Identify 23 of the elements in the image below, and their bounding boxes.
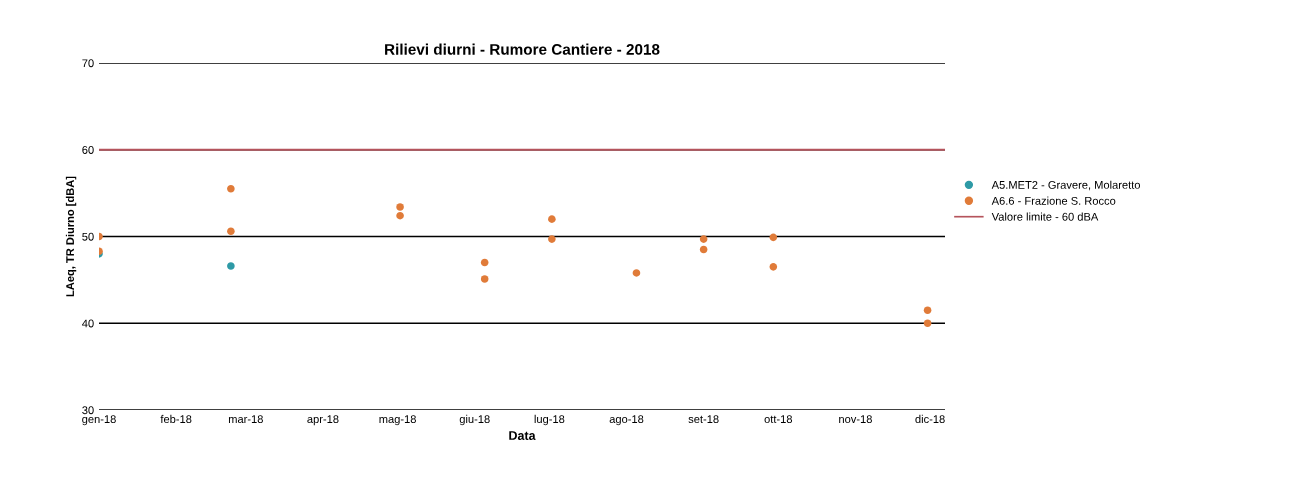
chart-title: Rilievi diurni - Rumore Cantiere - 2018 — [385, 43, 660, 55]
y-tick-label: 30 — [82, 406, 94, 415]
x-tick-label: gen-18 — [82, 415, 116, 426]
y-tick-label: 50 — [82, 232, 94, 241]
legend-label: A5.MET2 - Gravere, Molaretto — [991, 180, 1141, 191]
x-axis-title: Data — [509, 431, 536, 440]
x-tick-label: set-18 — [688, 415, 719, 424]
y-tick-label: 40 — [82, 319, 94, 328]
y-axis-title: LAeq, TR Diurno [dBA] — [65, 176, 77, 297]
x-tick-label: dic-18 — [915, 414, 945, 424]
y-tick-label: 60 — [82, 146, 94, 154]
x-tick-label: apr-18 — [307, 415, 339, 426]
x-tick-label: mag-18 — [379, 415, 416, 426]
x-tick-label: giu-18 — [459, 414, 490, 426]
x-tick-label: mar-18 — [228, 415, 263, 424]
legend-label: Valore limite - 60 dBA — [991, 212, 1099, 221]
x-tick-label: lug-18 — [534, 414, 565, 426]
x-tick-label: nov-18 — [839, 415, 872, 424]
x-tick-label: feb-18 — [160, 414, 192, 424]
x-tick-label: ago-18 — [609, 415, 644, 426]
x-tick-label: ott-18 — [764, 415, 793, 424]
legend-label: A6.6 - Frazione S. Rocco — [991, 196, 1116, 205]
y-tick-label: 70 — [82, 59, 94, 68]
